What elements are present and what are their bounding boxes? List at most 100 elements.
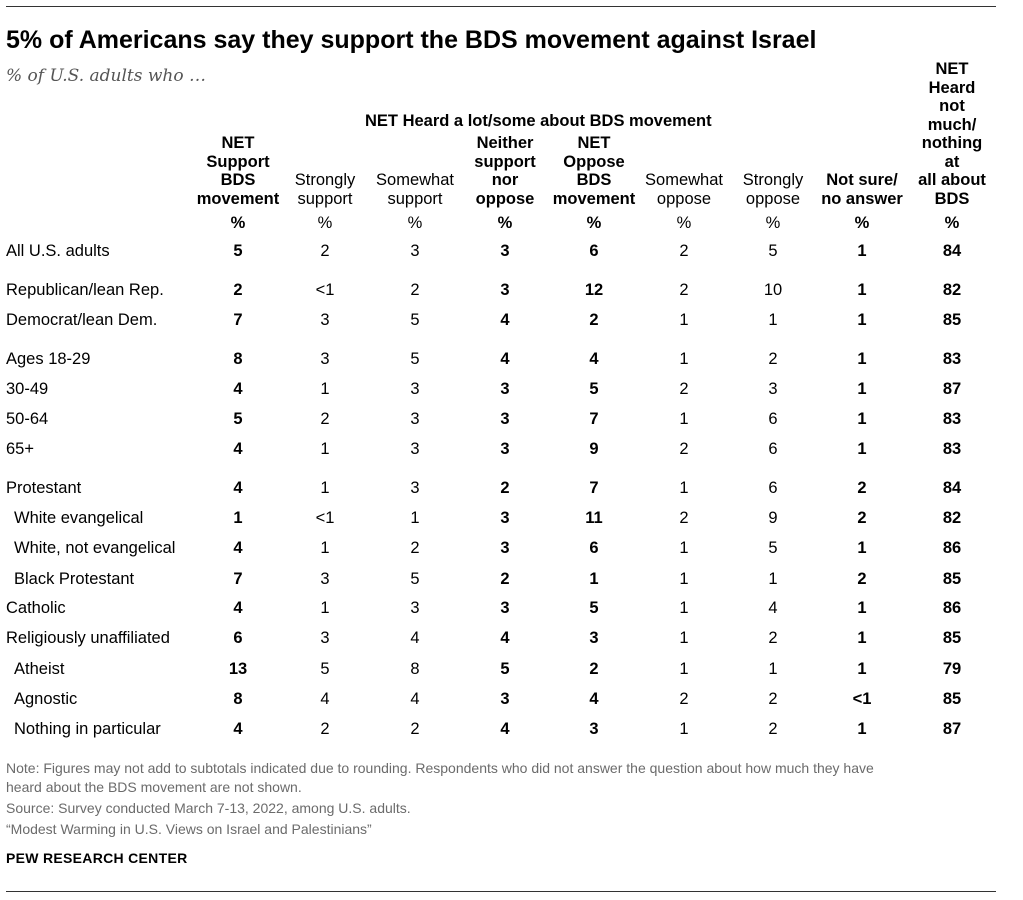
table-cell-somewhat-oppose: 1 xyxy=(679,660,689,678)
table-cell-neither: 3 xyxy=(500,690,510,708)
table-cell-net-oppose: 4 xyxy=(589,350,599,368)
table-cell-strongly-oppose: 1 xyxy=(768,660,778,678)
column-header-not-sure: Not sure/ no answer xyxy=(821,171,903,208)
table-cell-net-oppose: 3 xyxy=(589,720,599,738)
row-label: Atheist xyxy=(14,660,65,678)
table-cell-not-sure: 1 xyxy=(857,660,867,678)
table-cell-somewhat-oppose: 1 xyxy=(679,570,689,588)
table-cell-somewhat-oppose: 2 xyxy=(679,242,689,260)
table-cell-strongly-oppose: 6 xyxy=(768,440,778,458)
table-cell-somewhat-oppose: 1 xyxy=(679,479,689,497)
table-cell-strongly-oppose: 2 xyxy=(768,720,778,738)
table-cell-net-oppose: 7 xyxy=(589,479,599,497)
table-cell-net-support: 8 xyxy=(233,350,243,368)
table-cell-net-support: 5 xyxy=(233,242,243,260)
table-cell-strongly-support: 1 xyxy=(320,380,330,398)
table-cell-strongly-support: 3 xyxy=(320,629,330,647)
table-cell-neither: 2 xyxy=(500,570,510,588)
table-cell-neither: 3 xyxy=(500,281,510,299)
column-header-net-oppose: NET Oppose BDS movement xyxy=(552,134,636,208)
table-cell-net-support: 4 xyxy=(233,479,243,497)
table-cell-strongly-support: 1 xyxy=(320,599,330,617)
group-header: NET Heard a lot/some about BDS movement xyxy=(365,112,712,130)
table-cell-net-oppose: 3 xyxy=(589,629,599,647)
table-cell-net-oppose: 2 xyxy=(589,311,599,329)
table-cell-net-heard-not-much: 79 xyxy=(942,660,962,678)
table-cell-neither: 3 xyxy=(500,380,510,398)
table-cell-neither: 3 xyxy=(500,242,510,260)
table-cell-not-sure: 1 xyxy=(857,350,867,368)
table-cell-somewhat-support: 3 xyxy=(410,599,420,617)
table-cell-somewhat-support: 2 xyxy=(410,281,420,299)
table-cell-net-support: 5 xyxy=(233,410,243,428)
row-label: Catholic xyxy=(6,599,66,617)
table-cell-neither: 4 xyxy=(500,350,510,368)
top-rule xyxy=(6,6,996,7)
unit-label: % xyxy=(944,214,960,232)
table-cell-somewhat-oppose: 1 xyxy=(679,629,689,647)
table-cell-somewhat-oppose: 2 xyxy=(679,509,689,527)
unit-label: % xyxy=(317,214,333,232)
table-cell-somewhat-oppose: 2 xyxy=(679,440,689,458)
table-cell-somewhat-support: 2 xyxy=(410,539,420,557)
column-header-net-support: NET Support BDS movement xyxy=(196,134,280,208)
table-cell-not-sure: 1 xyxy=(857,380,867,398)
table-cell-net-oppose: 7 xyxy=(589,410,599,428)
table-cell-net-oppose: 6 xyxy=(589,242,599,260)
note-line-2: heard about the BDS movement are not sho… xyxy=(6,779,302,795)
table-cell-somewhat-support: 3 xyxy=(410,479,420,497)
table-cell-strongly-oppose: 2 xyxy=(768,350,778,368)
column-header-somewhat-support: Somewhat support xyxy=(376,171,454,208)
table-cell-not-sure: 1 xyxy=(857,629,867,647)
table-cell-strongly-oppose: 2 xyxy=(768,629,778,647)
table-cell-strongly-oppose: 2 xyxy=(768,690,778,708)
row-label: 50-64 xyxy=(6,410,49,428)
table-cell-strongly-support: 3 xyxy=(320,570,330,588)
table-cell-net-support: 7 xyxy=(233,311,243,329)
table-cell-net-oppose: 11 xyxy=(585,509,603,527)
table-cell-strongly-oppose: 1 xyxy=(768,570,778,588)
table-cell-net-support: 4 xyxy=(233,720,243,738)
column-header-neither: Neither support nor oppose xyxy=(474,134,536,208)
table-cell-somewhat-support: 4 xyxy=(410,629,420,647)
row-label: Protestant xyxy=(6,479,82,497)
table-cell-somewhat-support: 5 xyxy=(410,570,420,588)
table-cell-strongly-oppose: 4 xyxy=(768,599,778,617)
table-cell-somewhat-support: 5 xyxy=(410,350,420,368)
table-cell-not-sure: 2 xyxy=(857,509,867,527)
table-cell-net-oppose: 12 xyxy=(584,281,604,299)
table-cell-somewhat-support: 8 xyxy=(410,660,420,678)
table-cell-not-sure: 2 xyxy=(857,479,867,497)
table-cell-strongly-support: 2 xyxy=(320,242,330,260)
table-cell-somewhat-support: 1 xyxy=(410,509,420,527)
table-cell-not-sure: 2 xyxy=(857,570,867,588)
chart-subtitle: % of U.S. adults who … xyxy=(6,66,207,86)
table-cell-net-oppose: 6 xyxy=(589,539,599,557)
table-cell-net-heard-not-much: 85 xyxy=(942,311,962,329)
table-cell-somewhat-oppose: 2 xyxy=(679,281,689,299)
column-header-strongly-oppose: Strongly oppose xyxy=(742,171,804,208)
table-cell-somewhat-oppose: 1 xyxy=(679,410,689,428)
table-cell-somewhat-oppose: 1 xyxy=(679,720,689,738)
row-label: Democrat/lean Dem. xyxy=(6,311,158,329)
table-cell-somewhat-support: 3 xyxy=(410,380,420,398)
table-cell-net-oppose: 5 xyxy=(589,599,599,617)
table-cell-somewhat-support: 3 xyxy=(410,410,420,428)
table-cell-neither: 4 xyxy=(500,629,510,647)
table-cell-strongly-support: 3 xyxy=(320,350,330,368)
column-header-net-heard-not-much: NET Heard not much/ nothing at all about… xyxy=(918,60,986,208)
note-line-1: Note: Figures may not add to subtotals i… xyxy=(6,760,874,776)
table-cell-not-sure: 1 xyxy=(857,242,867,260)
table-cell-strongly-support: 4 xyxy=(320,690,330,708)
table-cell-strongly-support: 5 xyxy=(320,660,330,678)
table-cell-net-support: 7 xyxy=(233,570,243,588)
unit-label: % xyxy=(854,214,870,232)
table-cell-strongly-support: 3 xyxy=(320,311,330,329)
table-cell-neither: 5 xyxy=(500,660,510,678)
table-cell-strongly-oppose: 5 xyxy=(768,539,778,557)
column-header-somewhat-oppose: Somewhat oppose xyxy=(645,171,723,208)
table-cell-neither: 3 xyxy=(500,509,510,527)
table-cell-net-oppose: 2 xyxy=(589,660,599,678)
column-header-strongly-support: Strongly support xyxy=(294,171,356,208)
row-label: White, not evangelical xyxy=(14,539,176,557)
